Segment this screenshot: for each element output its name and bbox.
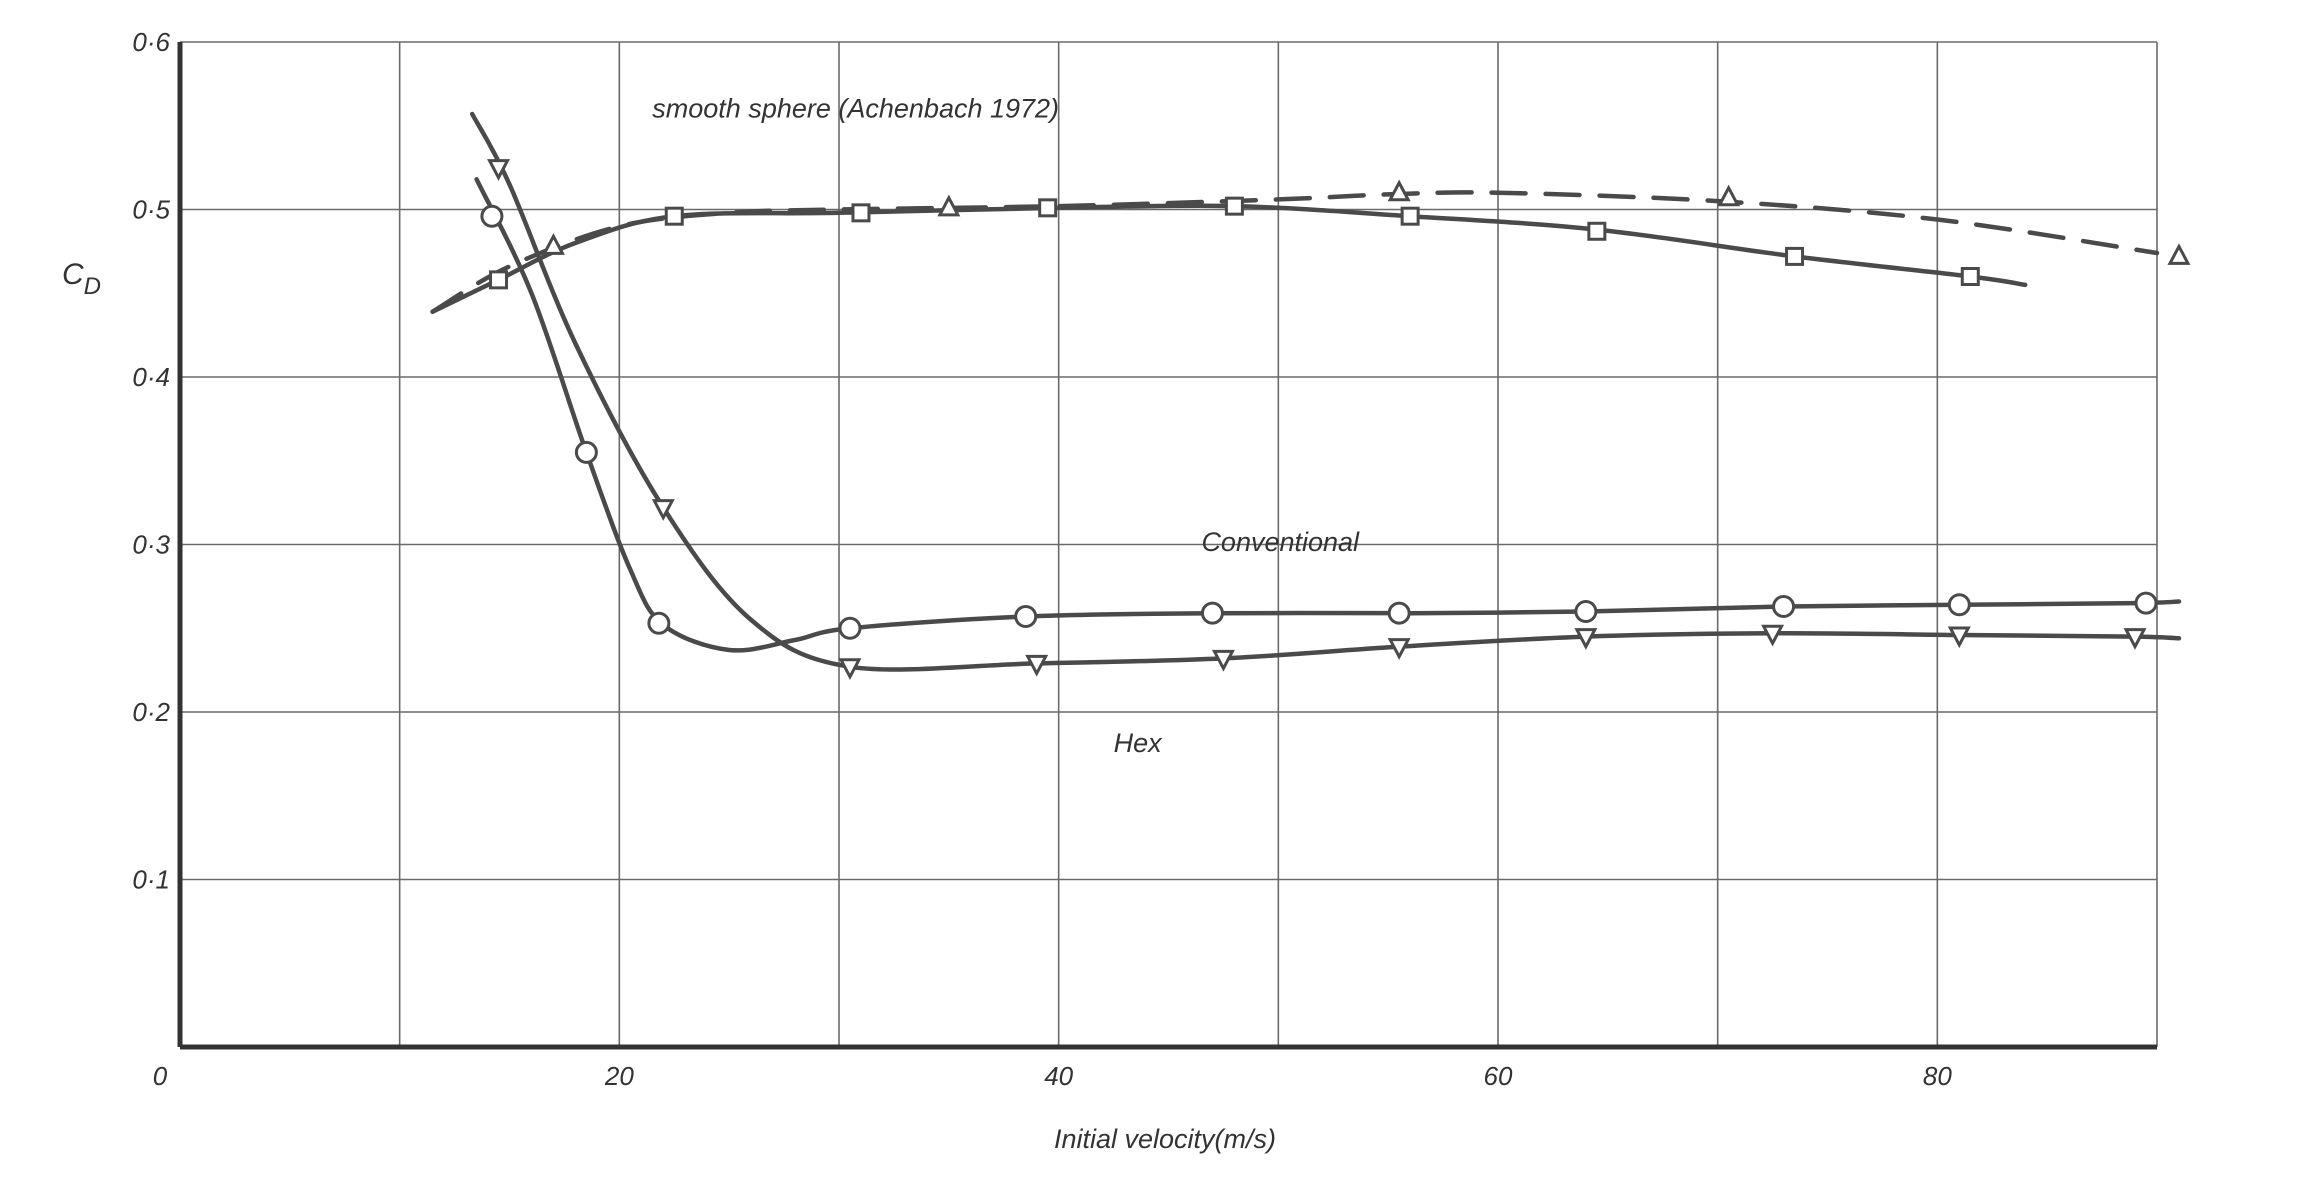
data-point: [664, 206, 684, 226]
grid: [180, 41, 2158, 1047]
data-point: [480, 204, 504, 228]
data-point: [574, 440, 598, 464]
axes: [177, 42, 2157, 1050]
y-tick-label: 0·6: [132, 27, 170, 57]
y-tick-labels: 0·1 0·2 0·3 0·4 0·5 0·6: [132, 27, 170, 895]
x-tick-label: 60: [1484, 1061, 1513, 1091]
data-point: [851, 203, 871, 223]
data-point: [1785, 246, 1805, 266]
data-point: [1014, 605, 1038, 629]
data-point: [2123, 628, 2147, 650]
y-axis-label-main: C: [62, 258, 84, 291]
data-point: [838, 658, 862, 680]
data-point: [1200, 601, 1224, 625]
series-label-3: Hex: [1114, 728, 1164, 758]
y-tick-label: 0·3: [132, 530, 170, 560]
data-point: [1387, 601, 1411, 625]
x-axis-label: Initial velocity(m/s): [1054, 1124, 1276, 1154]
data-point: [1717, 184, 1741, 207]
data-point: [651, 499, 675, 521]
y-tick-label: 0·2: [132, 697, 170, 727]
data-point: [1038, 198, 1058, 218]
data-point: [1211, 649, 1235, 672]
x-origin-label: 0: [153, 1061, 168, 1091]
data-point: [541, 233, 565, 255]
data-point: [647, 611, 671, 635]
data-point: [2134, 591, 2158, 615]
data-point: [1387, 638, 1411, 660]
data-point: [1960, 267, 1980, 286]
series-curve-2: [474, 177, 2182, 653]
data-point: [1574, 628, 1598, 650]
x-tick-labels: 20 40 60 80 0: [153, 1061, 1953, 1091]
series-curves: [430, 111, 2182, 672]
x-tick-label: 40: [1044, 1061, 1073, 1091]
series-label-0: smooth sphere (Achenbach 1972): [652, 93, 1059, 123]
data-point: [1947, 593, 1971, 617]
data-point: [1025, 654, 1049, 677]
x-tick-label: 80: [1923, 1061, 1952, 1091]
data-point: [1574, 600, 1598, 623]
y-axis-label-sub: D: [84, 273, 101, 300]
series-labels: smooth sphere (Achenbach 1972) Convention…: [652, 93, 1360, 758]
series-markers: [480, 159, 2191, 680]
series-label-2: Conventional: [1201, 527, 1360, 557]
data-point: [487, 159, 511, 181]
data-point: [1761, 624, 1785, 647]
data-point: [838, 616, 862, 640]
data-point: [937, 194, 961, 217]
series-curve-3: [469, 111, 2182, 672]
data-point: [1587, 221, 1607, 241]
y-tick-label: 0·5: [132, 195, 170, 225]
y-axis-label: CD: [62, 258, 101, 300]
y-tick-label: 0·1: [132, 865, 170, 895]
data-point: [1947, 626, 1971, 649]
data-point: [1772, 594, 1796, 618]
data-point: [1400, 206, 1420, 226]
data-point: [1387, 179, 1411, 202]
data-point: [2167, 243, 2191, 265]
y-tick-label: 0·4: [132, 362, 170, 392]
x-tick-label: 20: [604, 1061, 634, 1091]
data-point: [1224, 196, 1244, 216]
data-point: [489, 270, 509, 290]
